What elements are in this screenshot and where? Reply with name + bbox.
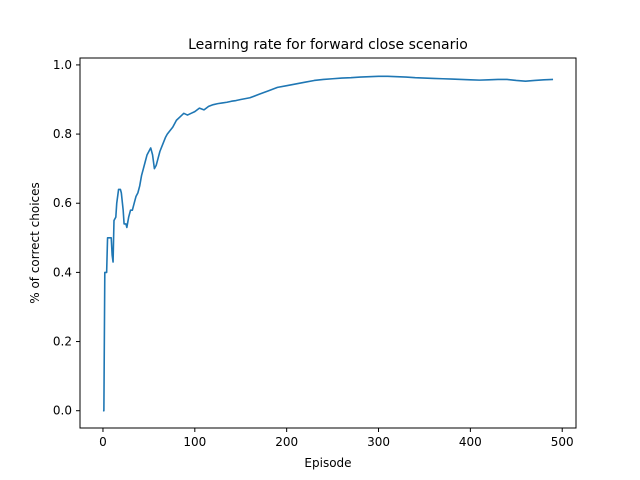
- series-layer: [102, 75, 554, 412]
- x-tick-label: 200: [275, 435, 298, 449]
- x-axis-label: Episode: [304, 456, 351, 470]
- y-tick-label: 1.0: [53, 58, 72, 72]
- chart-title: Learning rate for forward close scenario: [188, 37, 468, 53]
- x-axis-ticks: 0 100 200 300 400 500: [99, 428, 574, 449]
- y-tick-label: 0.6: [53, 196, 72, 210]
- series-line: [102, 75, 554, 412]
- x-tick-label: 300: [367, 435, 390, 449]
- x-tick-label: 400: [459, 435, 482, 449]
- y-tick-label: 0.0: [53, 404, 72, 418]
- y-axis-ticks: 0.0 0.2 0.4 0.6 0.8 1.0: [53, 58, 80, 418]
- y-axis-label: % of correct choices: [28, 182, 42, 304]
- x-tick-label: 0: [99, 435, 107, 449]
- plot-area-frame: [79, 57, 577, 429]
- x-tick-label: 500: [551, 435, 574, 449]
- y-tick-label: 0.8: [53, 127, 72, 141]
- y-tick-label: 0.2: [53, 335, 72, 349]
- x-tick-label: 100: [183, 435, 206, 449]
- y-tick-label: 0.4: [53, 265, 72, 279]
